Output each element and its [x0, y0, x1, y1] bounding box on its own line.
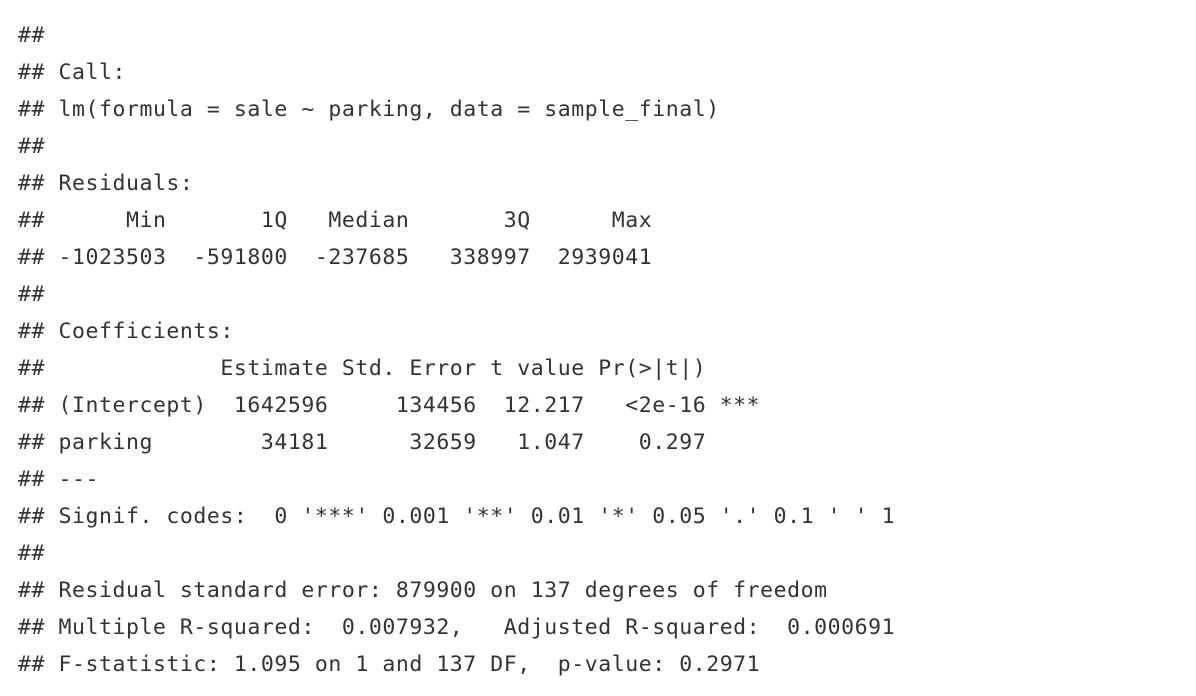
r-squared-line: ## Multiple R-squared: 0.007932, Adjuste…: [18, 615, 896, 640]
residual-standard-error: ## Residual standard error: 879900 on 13…: [18, 578, 828, 603]
output-line-blank: ##: [18, 23, 45, 48]
output-line-blank: ##: [18, 134, 45, 159]
call-formula: ## lm(formula = sale ~ parking, data = s…: [18, 97, 720, 122]
residuals-quantile-headers: ## Min 1Q Median 3Q Max: [18, 208, 653, 233]
f-statistic-line: ## F-statistic: 1.095 on 1 and 137 DF, p…: [18, 652, 761, 677]
coefficient-row-parking: ## parking 34181 32659 1.047 0.297: [18, 430, 707, 455]
coefficients-heading: ## Coefficients:: [18, 319, 234, 344]
separator-line: ## ---: [18, 467, 99, 492]
call-heading: ## Call:: [18, 60, 126, 85]
output-line-blank: ##: [18, 282, 45, 307]
coefficients-column-headers: ## Estimate Std. Error t value Pr(>|t|): [18, 356, 707, 381]
r-console-output: ## ## Call: ## lm(formula = sale ~ parki…: [18, 17, 895, 683]
significance-codes: ## Signif. codes: 0 '***' 0.001 '**' 0.0…: [18, 504, 896, 529]
coefficient-row-intercept: ## (Intercept) 1642596 134456 12.217 <2e…: [18, 393, 761, 418]
residuals-quantile-values: ## -1023503 -591800 -237685 338997 29390…: [18, 245, 653, 270]
residuals-heading: ## Residuals:: [18, 171, 194, 196]
output-line-blank: ##: [18, 541, 45, 566]
